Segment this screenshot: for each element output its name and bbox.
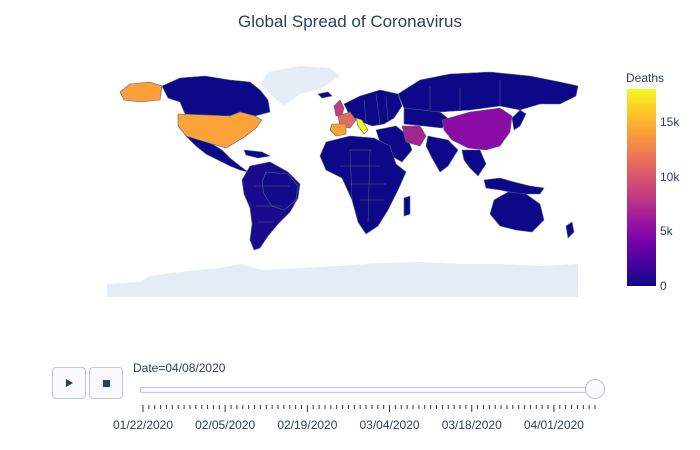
region-iceland[interactable] <box>317 91 333 99</box>
region-indonesia[interactable] <box>483 177 545 195</box>
region-japan[interactable] <box>511 109 527 131</box>
region-mexico[interactable] <box>185 135 249 173</box>
slider-current-label: Date=04/08/2020 <box>133 361 226 375</box>
stop-icon <box>102 379 110 387</box>
region-africa[interactable] <box>319 135 407 235</box>
region-australia[interactable] <box>489 191 545 233</box>
region-madagascar[interactable] <box>403 195 411 217</box>
region-russia[interactable] <box>397 71 579 113</box>
region-uk[interactable] <box>333 99 345 117</box>
antarctica-land <box>107 262 578 297</box>
colorbar <box>627 89 656 286</box>
slider-track[interactable] <box>140 387 600 393</box>
colorbar-title: Deaths <box>626 71 665 85</box>
region-alaska[interactable] <box>119 81 163 103</box>
region-iran[interactable] <box>401 125 427 147</box>
chart-title: Global Spread of Coronavirus <box>238 12 462 31</box>
colorbar-tick-label: 5k <box>660 224 673 239</box>
colorbar-tick-label: 0 <box>660 279 667 293</box>
region-italy[interactable] <box>355 117 369 135</box>
slider-date-label: 02/05/2020 <box>195 418 256 432</box>
region-caribbean[interactable] <box>243 149 271 159</box>
stop-button[interactable] <box>89 367 123 399</box>
region-new-zealand[interactable] <box>565 221 575 239</box>
slider-date-label: 01/22/2020 <box>112 418 174 432</box>
region-canada[interactable] <box>161 75 271 117</box>
slider-date-label: 03/18/2020 <box>441 418 502 432</box>
greenland-land <box>260 66 340 106</box>
slider-date-label: 04/01/2020 <box>523 418 584 432</box>
region-central-asia[interactable] <box>403 107 451 129</box>
play-button[interactable] <box>52 367 86 399</box>
play-icon <box>66 379 73 387</box>
colorbar-tick-label: 10k <box>660 169 680 184</box>
region-southeast-asia[interactable] <box>461 149 487 177</box>
region-china[interactable] <box>441 107 513 151</box>
slider-handle[interactable] <box>585 379 605 399</box>
colorbar-tick-label: 15k <box>660 114 680 129</box>
country-borders <box>254 80 501 223</box>
region-spain[interactable] <box>329 123 347 137</box>
region-india[interactable] <box>425 135 459 173</box>
region-usa[interactable] <box>177 111 263 149</box>
slider-date-label: 02/19/2020 <box>277 418 338 432</box>
slider-date-label: 03/04/2020 <box>359 418 420 432</box>
